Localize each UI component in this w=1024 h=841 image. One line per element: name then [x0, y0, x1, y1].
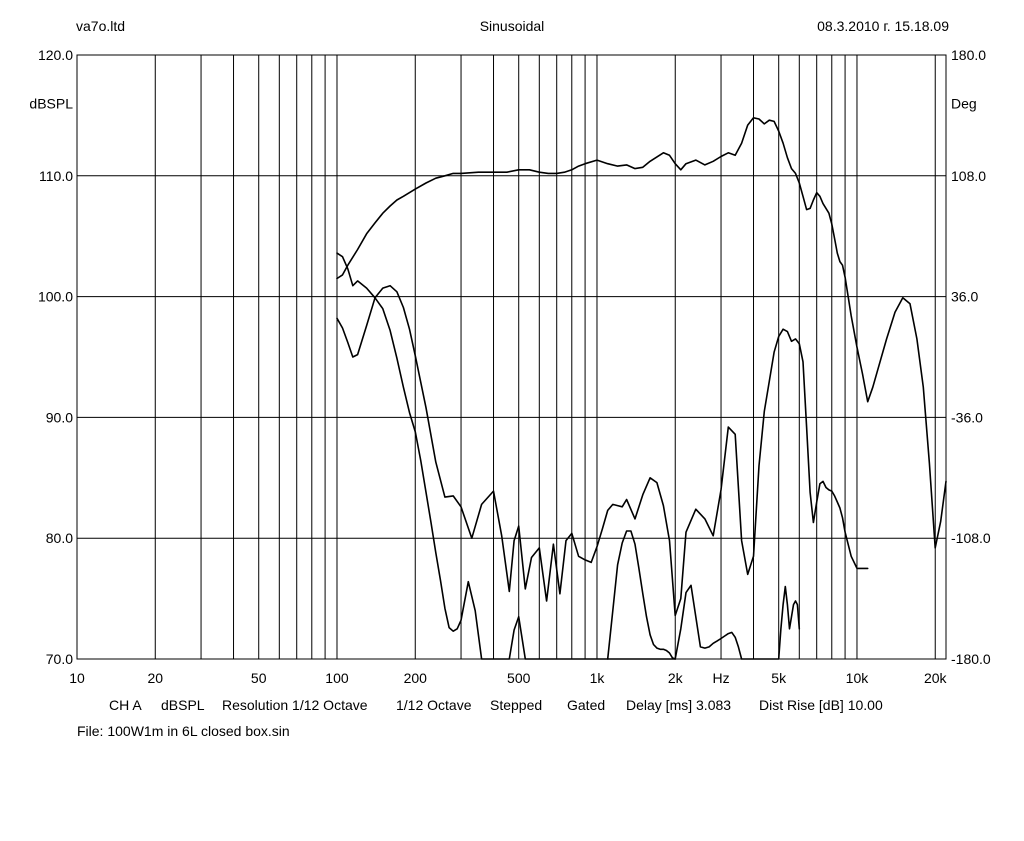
- series-line-1: [336, 117, 947, 549]
- dist-rise-label: Dist Rise [dB] 10.00: [759, 697, 883, 713]
- chart-title: Sinusoidal: [479, 18, 545, 34]
- x-tick-label: 1k: [590, 670, 606, 686]
- x-tick-label: 100: [325, 670, 349, 686]
- y-axis-label: dBSPL: [29, 95, 73, 111]
- settings-line: CH A dBSPL Resolution 1/12 Octave 1/12 O…: [0, 697, 1024, 841]
- y-tick-label: 100.0: [38, 289, 73, 305]
- y2-tick-label: -180.0: [951, 651, 991, 667]
- x-axis-unit-label: Hz: [712, 670, 729, 686]
- y2-tick-label: -36.0: [951, 409, 983, 425]
- x-tick-label: 50: [251, 670, 267, 686]
- x-tick-label: 200: [404, 670, 428, 686]
- series-line-2: [336, 252, 677, 660]
- y-tick-label: 90.0: [46, 409, 73, 425]
- y2-tick-label: -108.0: [951, 530, 991, 546]
- header-timestamp: 08.3.2010 г. 15.18.09: [817, 18, 949, 34]
- channel-label: CH A: [109, 697, 142, 713]
- x-tick-label: 2k: [668, 670, 684, 686]
- y-tick-label: 110.0: [39, 168, 73, 184]
- y-tick-label: 120.0: [38, 47, 73, 63]
- delay-label: Delay [ms] 3.083: [626, 697, 732, 713]
- gating-label: Gated: [567, 697, 606, 713]
- tick-label-layer: 10 20 50 100 200 500 1k 2k 5k 10k 20k 120.0 110.0 100…: [38, 47, 991, 686]
- x-tick-label: 10k: [846, 670, 870, 686]
- x-tick-label: 10: [69, 670, 85, 686]
- header-left-label: va7o.ltd: [76, 18, 126, 34]
- x-tick-label: 500: [507, 670, 531, 686]
- chart-canvas: 10 20 50 100 200 500 1k 2k 5k 10k 20k 120.0 110.0 100…: [29, 47, 991, 686]
- mode-label: Stepped: [490, 697, 543, 713]
- x-tick-label: 20: [147, 670, 163, 686]
- y2-axis-label: Deg: [951, 95, 977, 111]
- series-line-4: [606, 530, 801, 660]
- x-tick-label: 20k: [924, 670, 948, 686]
- smoothing-label: 1/12 Octave: [396, 697, 472, 713]
- y2-tick-label: 180.0: [951, 47, 986, 63]
- file-name-label: File: 100W1m in 6L closed box.sin: [77, 723, 290, 739]
- grid-layer: [77, 55, 946, 659]
- y2-tick-label: 108.0: [951, 168, 986, 184]
- series-line-3: [336, 284, 869, 617]
- y-tick-label: 70.0: [46, 651, 73, 667]
- y2-tick-label: 36.0: [951, 289, 978, 305]
- x-tick-label: 5k: [771, 670, 787, 686]
- series-layer: [336, 117, 947, 660]
- plot-frame: [76, 54, 947, 660]
- unit-label: dBSPL: [161, 697, 205, 713]
- resolution-label: Resolution 1/12 Octave: [222, 697, 368, 713]
- y-tick-label: 80.0: [46, 530, 73, 546]
